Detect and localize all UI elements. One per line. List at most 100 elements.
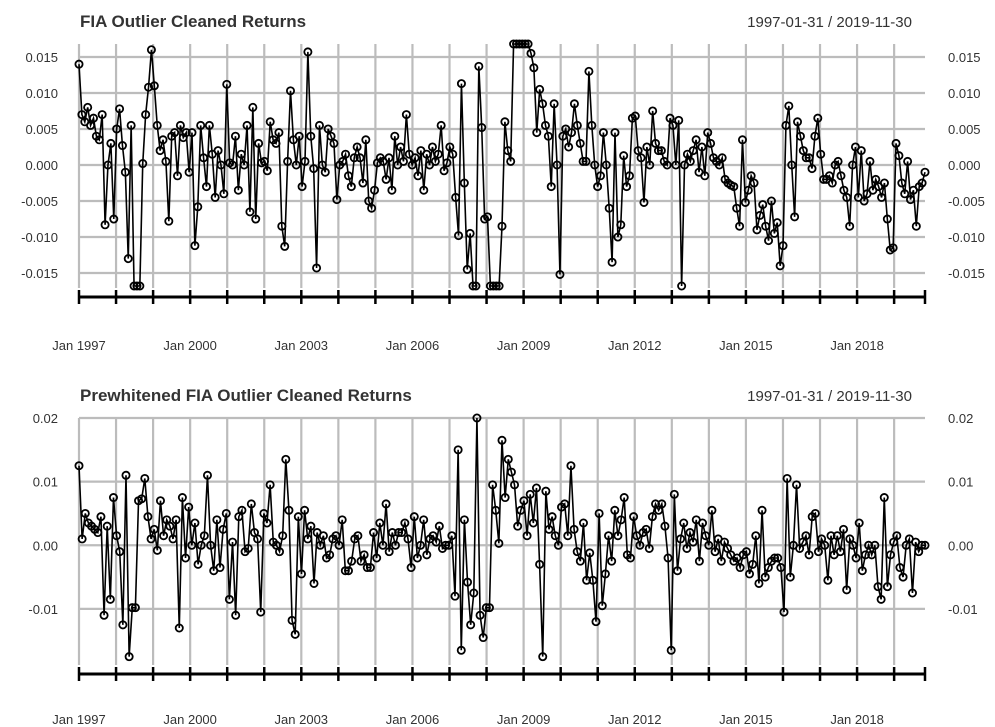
data-point bbox=[778, 241, 788, 251]
data-point bbox=[403, 534, 413, 544]
data-point bbox=[503, 146, 513, 156]
data-point bbox=[917, 540, 927, 550]
data-point bbox=[891, 138, 901, 148]
data-point bbox=[735, 563, 745, 573]
data-point bbox=[129, 281, 139, 291]
data-point bbox=[466, 620, 476, 630]
data-point bbox=[196, 120, 206, 130]
data-point bbox=[309, 578, 319, 588]
data-point bbox=[598, 128, 608, 138]
data-point bbox=[193, 202, 203, 212]
data-point bbox=[485, 281, 495, 291]
data-point bbox=[636, 153, 646, 163]
data-point bbox=[610, 128, 620, 138]
data-point bbox=[146, 45, 156, 55]
data-point bbox=[633, 146, 643, 156]
data-point bbox=[88, 113, 98, 123]
data-point bbox=[365, 563, 375, 573]
data-point bbox=[353, 531, 363, 541]
data-point bbox=[591, 617, 601, 627]
data-point bbox=[384, 153, 394, 163]
data-point bbox=[810, 131, 820, 141]
x-tick-label: Jan 2018 bbox=[830, 712, 884, 727]
data-point bbox=[318, 531, 328, 541]
data-point bbox=[894, 151, 904, 161]
data-point bbox=[897, 178, 907, 188]
data-point bbox=[221, 508, 231, 518]
data-point bbox=[262, 518, 272, 528]
y-tick-label-right: -0.010 bbox=[948, 230, 985, 245]
data-point bbox=[660, 521, 670, 531]
data-point bbox=[671, 160, 681, 170]
data-point bbox=[121, 470, 131, 480]
data-point bbox=[832, 531, 842, 541]
data-point bbox=[848, 540, 858, 550]
data-point bbox=[629, 512, 639, 522]
y-tick-label-right: 0.00 bbox=[948, 538, 973, 553]
y-tick-label-left: -0.005 bbox=[21, 194, 58, 209]
data-point bbox=[102, 521, 112, 531]
data-point bbox=[873, 582, 883, 592]
data-point bbox=[668, 120, 678, 130]
data-point bbox=[233, 185, 243, 195]
data-point bbox=[769, 228, 779, 238]
data-point bbox=[433, 149, 443, 159]
data-point bbox=[760, 572, 770, 582]
data-point bbox=[903, 156, 913, 166]
data-point bbox=[528, 518, 538, 528]
data-point bbox=[413, 171, 423, 181]
data-point bbox=[394, 528, 404, 538]
data-point bbox=[836, 171, 846, 181]
data-point bbox=[787, 160, 797, 170]
data-point bbox=[642, 142, 652, 152]
data-point bbox=[833, 156, 843, 166]
data-point bbox=[422, 550, 432, 560]
data-point bbox=[766, 196, 776, 206]
data-point bbox=[372, 553, 382, 563]
data-point bbox=[108, 493, 118, 503]
data-point bbox=[594, 508, 604, 518]
data-point bbox=[842, 585, 852, 595]
data-point bbox=[716, 556, 726, 566]
data-point bbox=[177, 493, 187, 503]
data-point bbox=[174, 623, 184, 633]
data-point bbox=[790, 212, 800, 222]
data-point bbox=[400, 518, 410, 528]
data-point bbox=[422, 149, 432, 159]
data-point bbox=[390, 540, 400, 550]
data-point bbox=[514, 39, 524, 49]
data-point bbox=[472, 413, 482, 423]
data-point bbox=[751, 531, 761, 541]
data-point bbox=[801, 153, 811, 163]
data-point bbox=[120, 167, 130, 177]
y-tick-label-right: 0.010 bbox=[948, 86, 981, 101]
data-point bbox=[522, 531, 532, 541]
data-point bbox=[251, 214, 261, 224]
data-point bbox=[149, 81, 159, 91]
data-point bbox=[275, 547, 285, 557]
data-point bbox=[181, 553, 191, 563]
data-point bbox=[245, 207, 255, 217]
data-point bbox=[112, 531, 122, 541]
data-point bbox=[341, 149, 351, 159]
data-point bbox=[604, 531, 614, 541]
data-point bbox=[581, 156, 591, 166]
data-point bbox=[115, 547, 125, 557]
data-point bbox=[434, 521, 444, 531]
data-point bbox=[253, 534, 263, 544]
data-point bbox=[604, 203, 614, 213]
data-point bbox=[436, 120, 446, 130]
data-point bbox=[546, 182, 556, 192]
data-point bbox=[864, 540, 874, 550]
x-tick-label: Jan 2003 bbox=[275, 338, 329, 353]
y-tick-label-left: 0.005 bbox=[25, 122, 58, 137]
data-point bbox=[409, 512, 419, 522]
data-point bbox=[161, 156, 171, 166]
data-point bbox=[816, 149, 826, 159]
y-tick-label-right: -0.01 bbox=[948, 602, 978, 617]
data-point bbox=[826, 531, 836, 541]
data-point bbox=[906, 195, 916, 205]
data-point bbox=[572, 547, 582, 557]
data-point bbox=[152, 545, 162, 555]
data-point bbox=[810, 508, 820, 518]
